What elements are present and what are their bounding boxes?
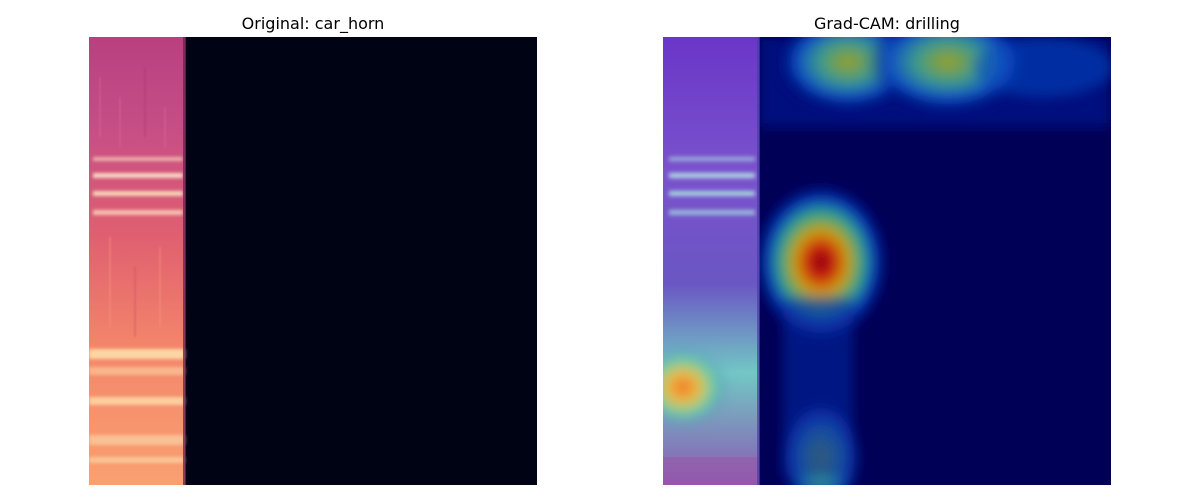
original-spectrogram-image <box>89 37 537 485</box>
original-title: Original: car_horn <box>241 14 385 33</box>
gradcam-title: Grad-CAM: drilling <box>814 14 960 33</box>
gradcam-heatmap-image <box>663 37 1111 485</box>
